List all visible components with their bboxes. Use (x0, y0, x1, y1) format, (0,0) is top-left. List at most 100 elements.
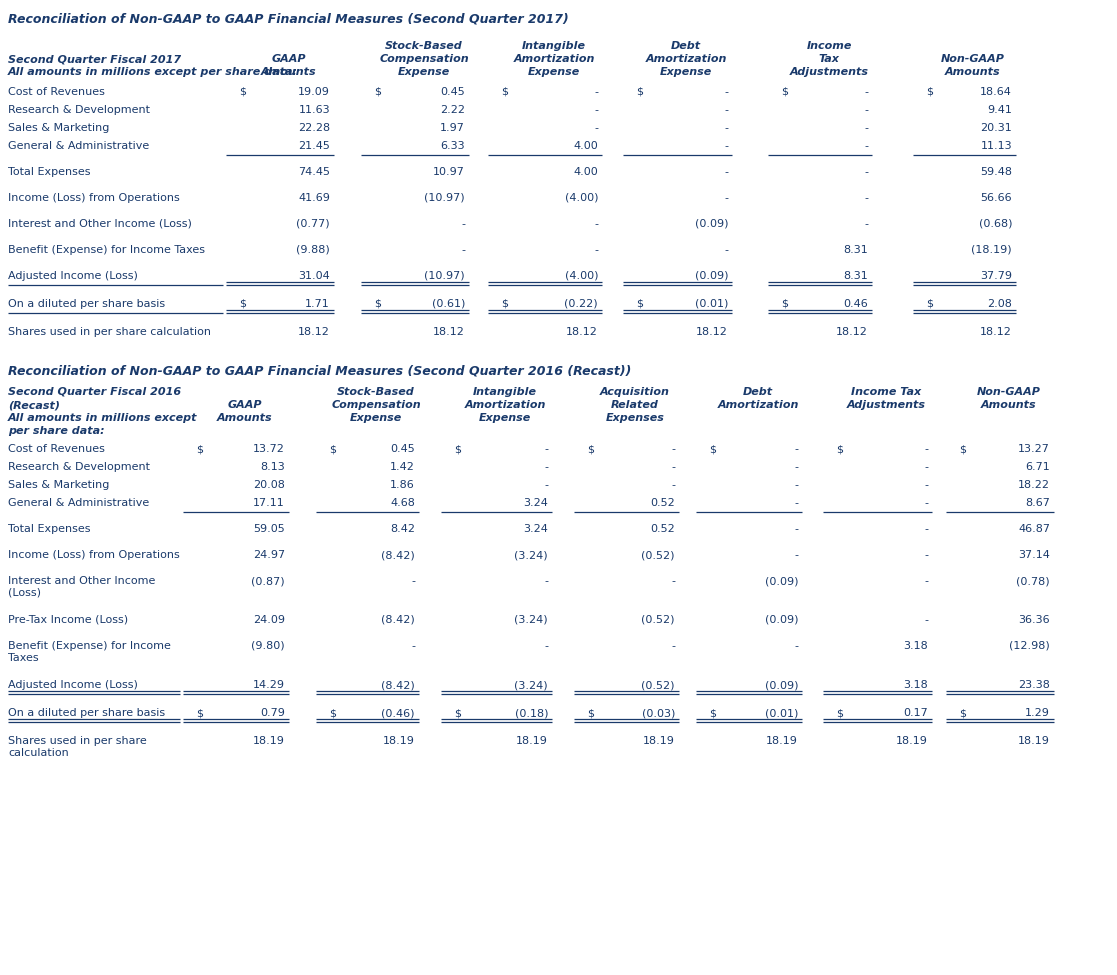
Text: General & Administrative: General & Administrative (8, 141, 150, 151)
Text: Benefit (Expense) for Income Taxes: Benefit (Expense) for Income Taxes (8, 245, 206, 255)
Text: -: - (865, 167, 868, 177)
Text: 2.08: 2.08 (987, 299, 1012, 309)
Text: Intangible: Intangible (472, 387, 537, 397)
Text: Expense: Expense (479, 413, 531, 423)
Text: Benefit (Expense) for Income
Taxes: Benefit (Expense) for Income Taxes (8, 641, 171, 663)
Text: Related: Related (611, 400, 659, 410)
Text: -: - (794, 498, 798, 508)
Text: $: $ (960, 444, 966, 454)
Text: 8.13: 8.13 (260, 462, 285, 472)
Text: 9.41: 9.41 (987, 105, 1012, 115)
Text: (10.97): (10.97) (424, 193, 465, 203)
Text: Income (Loss) from Operations: Income (Loss) from Operations (8, 193, 180, 203)
Text: 1.42: 1.42 (390, 462, 416, 472)
Text: 22.28: 22.28 (298, 123, 330, 133)
Text: (8.42): (8.42) (381, 615, 416, 625)
Text: 0.52: 0.52 (650, 524, 675, 534)
Text: Amounts: Amounts (981, 400, 1037, 410)
Text: -: - (461, 245, 465, 255)
Text: 18.19: 18.19 (766, 736, 798, 746)
Text: -: - (794, 462, 798, 472)
Text: -: - (544, 480, 548, 490)
Text: 8.42: 8.42 (390, 524, 416, 534)
Text: -: - (794, 641, 798, 651)
Text: Adjustments: Adjustments (790, 67, 869, 77)
Text: Reconciliation of Non-GAAP to GAAP Financial Measures (Second Quarter 2017): Reconciliation of Non-GAAP to GAAP Finan… (8, 13, 569, 26)
Text: -: - (924, 550, 928, 560)
Text: -: - (794, 524, 798, 534)
Text: Intangible: Intangible (522, 41, 586, 51)
Text: 24.97: 24.97 (252, 550, 285, 560)
Text: 17.11: 17.11 (254, 498, 285, 508)
Text: 18.12: 18.12 (566, 327, 598, 337)
Text: Non-GAAP: Non-GAAP (977, 387, 1041, 397)
Text: -: - (724, 193, 728, 203)
Text: 20.08: 20.08 (254, 480, 285, 490)
Text: 18.12: 18.12 (298, 327, 330, 337)
Text: 37.79: 37.79 (980, 271, 1012, 281)
Text: 1.29: 1.29 (1025, 708, 1050, 718)
Text: 18.19: 18.19 (254, 736, 285, 746)
Text: $: $ (502, 87, 508, 97)
Text: -: - (794, 550, 798, 560)
Text: (10.97): (10.97) (424, 271, 465, 281)
Text: (12.98): (12.98) (1010, 641, 1050, 651)
Text: Interest and Other Income
(Loss): Interest and Other Income (Loss) (8, 576, 155, 598)
Text: All amounts in millions except per share data:: All amounts in millions except per share… (8, 67, 298, 77)
Text: 74.45: 74.45 (298, 167, 330, 177)
Text: (0.09): (0.09) (695, 271, 728, 281)
Text: Amounts: Amounts (261, 67, 317, 77)
Text: per share data:: per share data: (8, 426, 105, 436)
Text: 18.12: 18.12 (696, 327, 728, 337)
Text: 56.66: 56.66 (981, 193, 1012, 203)
Text: $: $ (709, 708, 716, 718)
Text: 18.19: 18.19 (896, 736, 928, 746)
Text: $: $ (239, 299, 246, 309)
Text: 20.31: 20.31 (981, 123, 1012, 133)
Text: 3.24: 3.24 (523, 498, 548, 508)
Text: Income: Income (806, 41, 851, 51)
Text: $: $ (502, 299, 508, 309)
Text: 8.31: 8.31 (843, 271, 868, 281)
Text: Income (Loss) from Operations: Income (Loss) from Operations (8, 550, 180, 560)
Text: 0.45: 0.45 (390, 444, 416, 454)
Text: 6.33: 6.33 (440, 141, 465, 151)
Text: -: - (924, 576, 928, 586)
Text: 8.67: 8.67 (1025, 498, 1050, 508)
Text: $: $ (374, 299, 381, 309)
Text: (0.09): (0.09) (695, 219, 728, 229)
Text: 0.45: 0.45 (440, 87, 465, 97)
Text: -: - (924, 444, 928, 454)
Text: On a diluted per share basis: On a diluted per share basis (8, 708, 165, 718)
Text: (3.24): (3.24) (514, 680, 548, 690)
Text: Amounts: Amounts (217, 413, 273, 423)
Text: -: - (671, 641, 675, 651)
Text: -: - (671, 576, 675, 586)
Text: (0.78): (0.78) (1016, 576, 1050, 586)
Text: Expenses: Expenses (605, 413, 665, 423)
Text: Sales & Marketing: Sales & Marketing (8, 123, 109, 133)
Text: (0.22): (0.22) (564, 299, 598, 309)
Text: $: $ (926, 87, 933, 97)
Text: Shares used in per share
calculation: Shares used in per share calculation (8, 736, 146, 758)
Text: (0.68): (0.68) (978, 219, 1012, 229)
Text: -: - (411, 641, 416, 651)
Text: $: $ (588, 444, 594, 454)
Text: (0.52): (0.52) (641, 615, 675, 625)
Text: -: - (724, 141, 728, 151)
Text: 4.68: 4.68 (390, 498, 416, 508)
Text: -: - (594, 123, 598, 133)
Text: $: $ (195, 444, 203, 454)
Text: -: - (865, 219, 868, 229)
Text: (0.87): (0.87) (251, 576, 285, 586)
Text: Second Quarter Fiscal 2016: Second Quarter Fiscal 2016 (8, 387, 181, 397)
Text: $: $ (636, 299, 643, 309)
Text: 13.72: 13.72 (254, 444, 285, 454)
Text: (0.09): (0.09) (764, 680, 798, 690)
Text: 31.04: 31.04 (298, 271, 330, 281)
Text: -: - (724, 167, 728, 177)
Text: (Recast): (Recast) (8, 400, 60, 410)
Text: Stock-Based: Stock-Based (385, 41, 462, 51)
Text: $: $ (781, 87, 787, 97)
Text: -: - (924, 498, 928, 508)
